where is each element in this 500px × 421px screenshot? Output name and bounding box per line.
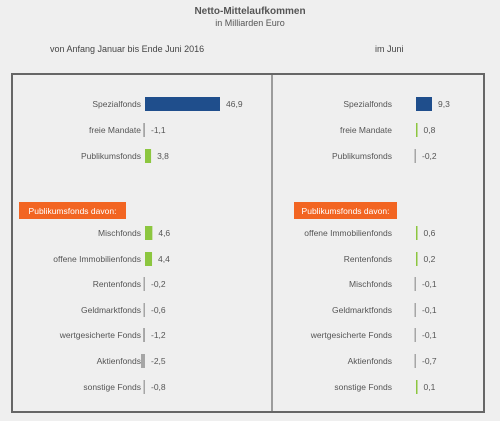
- subgroup-header-box: [19, 202, 126, 219]
- data-label: 0,8: [424, 125, 436, 135]
- category-label: sonstige Fonds: [83, 382, 141, 392]
- chart-subtitle: in Milliarden Euro: [215, 18, 285, 28]
- bar: [414, 277, 416, 291]
- data-label: -0,8: [151, 382, 166, 392]
- subgroup-header-label: Publikumsfonds davon:: [29, 206, 117, 216]
- bar: [414, 354, 416, 368]
- category-label: Aktienfonds: [348, 356, 392, 366]
- data-label: 9,3: [438, 99, 450, 109]
- category-label: Geldmarktfonds: [332, 305, 392, 315]
- period-label-right: im Juni: [375, 44, 404, 54]
- data-label: 0,6: [424, 228, 436, 238]
- category-label: Publikumsfonds: [332, 151, 392, 161]
- category-label: sonstige Fonds: [334, 382, 392, 392]
- category-label: Mischfonds: [349, 279, 392, 289]
- bar: [145, 97, 220, 111]
- category-label: offene Immobilienfonds: [53, 254, 141, 264]
- bar: [414, 303, 416, 317]
- category-label: Geldmarktfonds: [81, 305, 141, 315]
- category-label: Rentenfonds: [344, 254, 392, 264]
- category-label: offene Immobilienfonds: [304, 228, 392, 238]
- data-label: -0,1: [422, 330, 437, 340]
- bar: [416, 123, 418, 137]
- category-label: wertgesicherte Fonds: [59, 330, 141, 340]
- bar: [143, 328, 145, 342]
- bar: [143, 380, 145, 394]
- data-label: -1,1: [151, 125, 166, 135]
- category-label: Mischfonds: [98, 228, 141, 238]
- bar: [416, 226, 418, 240]
- bar: [414, 328, 416, 342]
- bar: [145, 252, 153, 266]
- category-label: freie Mandate: [340, 125, 392, 135]
- chart-title: Netto-Mittelaufkommen: [194, 6, 306, 17]
- data-label: 0,2: [424, 254, 436, 264]
- chart-frame: Spezialfonds 46,9 freie Mandate -1,1 Publiku…: [11, 73, 485, 413]
- subgroup-header-label: Publikumsfonds davon:: [302, 206, 390, 216]
- chart-canvas: Spezialfonds 46,9 freie Mandate -1,1 Publiku…: [19, 75, 450, 411]
- data-label: -0,1: [422, 279, 437, 289]
- category-label: Spezialfonds: [92, 99, 141, 109]
- category-label: Publikumsfonds: [81, 151, 141, 161]
- bar: [416, 97, 432, 111]
- bar: [143, 303, 145, 317]
- data-label: 0,1: [424, 382, 436, 392]
- data-label: -0,6: [151, 305, 166, 315]
- data-label: -0,1: [422, 305, 437, 315]
- bar: [414, 149, 416, 163]
- category-label: freie Mandate: [89, 125, 141, 135]
- data-label: 3,8: [157, 151, 169, 161]
- category-label: Aktienfonds: [97, 356, 141, 366]
- bar: [143, 123, 145, 137]
- bar: [416, 380, 418, 394]
- data-label: -0,2: [151, 279, 166, 289]
- category-label: wertgesicherte Fonds: [310, 330, 392, 340]
- period-label-left: von Anfang Januar bis Ende Juni 2016: [50, 44, 205, 54]
- category-label: Rentenfonds: [93, 279, 141, 289]
- subgroup-header-box: [294, 202, 397, 219]
- data-label: 46,9: [226, 99, 243, 109]
- data-label: -2,5: [151, 356, 166, 366]
- data-label: 4,6: [158, 228, 170, 238]
- bar: [145, 226, 153, 240]
- bar: [145, 149, 152, 163]
- data-label: 4,4: [158, 254, 170, 264]
- category-label: Spezialfonds: [343, 99, 392, 109]
- bar: [416, 252, 418, 266]
- data-label: -1,2: [151, 330, 166, 340]
- bar: [141, 354, 145, 368]
- data-label: -0,2: [422, 151, 437, 161]
- data-label: -0,7: [422, 356, 437, 366]
- bar: [143, 277, 145, 291]
